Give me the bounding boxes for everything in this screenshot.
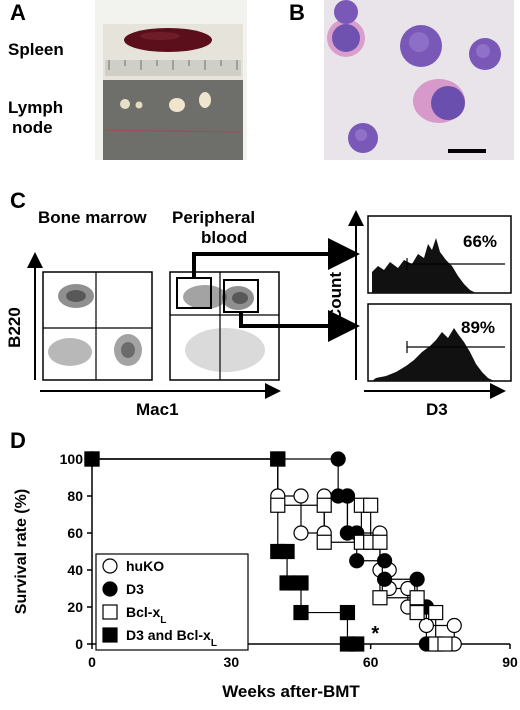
legend-marker — [102, 604, 118, 620]
series-point-huko — [418, 617, 434, 634]
lymph-node-3 — [169, 98, 185, 112]
legend-label: huKO — [126, 558, 164, 574]
series-point-d3-and-bcl-xl — [279, 575, 295, 591]
lymph-node-label-line1: Lymph — [8, 98, 64, 117]
y-tick-label: 60 — [67, 525, 83, 541]
gate-arrow-bottom — [239, 310, 360, 342]
y-tick-label: 20 — [67, 599, 83, 615]
panel-a-letter: A — [10, 0, 26, 25]
histogram-top-percent: 66% — [463, 232, 498, 251]
y-tick-label: 80 — [67, 488, 83, 504]
series-point-d3 — [330, 451, 346, 467]
histogram-top-fill — [372, 238, 476, 293]
series-point-bcl-xl — [372, 590, 388, 606]
blood-smear-photo — [324, 0, 514, 160]
smear-cells — [327, 0, 501, 153]
lymph-node-label-line2: node — [12, 118, 53, 137]
flow-cytometry-figure — [27, 210, 512, 399]
y-tick-label: 100 — [60, 451, 84, 467]
series-point-bcl-xl — [270, 497, 286, 513]
x-tick-label: 90 — [502, 654, 518, 670]
histogram-bottom-percent: 89% — [461, 318, 496, 337]
series-point-bcl-xl — [409, 590, 425, 606]
y-tick-label: 0 — [75, 636, 83, 652]
series-point-bcl-xl — [363, 497, 379, 513]
series-point-d3-and-bcl-xl — [293, 575, 309, 591]
panel-b-letter: B — [289, 0, 305, 25]
series-point-huko — [293, 488, 309, 504]
series-point-d3 — [339, 488, 356, 504]
legend-label-subscript: L — [160, 615, 166, 626]
series-point-bcl-xl — [428, 604, 444, 621]
lymph-node-4 — [199, 92, 211, 108]
legend-marker — [102, 558, 118, 574]
peripheral-blood-label-line2: blood — [201, 228, 248, 247]
spleen-lymph-photo — [95, 0, 247, 160]
legend-box — [95, 553, 249, 651]
x-tick-label: 60 — [363, 654, 379, 670]
x-tick-label: 0 — [88, 654, 96, 670]
series-point-bcl-xl — [372, 534, 388, 550]
legend-marker — [102, 581, 118, 597]
series-point-bcl-xl — [437, 636, 453, 652]
legend-label-subscript: L — [211, 638, 217, 649]
histogram-bottom-fill — [372, 328, 494, 381]
peripheral-blood-label-line1: Peripheral — [172, 208, 256, 227]
series-point-d3-and-bcl-xl — [349, 636, 365, 652]
lymph-node-2 — [135, 101, 143, 109]
count-axis-label: Count — [326, 271, 346, 322]
b220-axis-label: B220 — [4, 307, 24, 348]
series-point-bcl-xl — [409, 604, 425, 621]
series-point-bcl-xl — [316, 534, 332, 550]
series-point-d3 — [409, 571, 425, 587]
legend-marker — [102, 627, 118, 643]
series-point-d3-and-bcl-xl — [270, 451, 286, 467]
series-point-d3 — [377, 553, 393, 569]
spleen-organ — [124, 28, 212, 52]
mac1-axis-label: Mac1 — [136, 400, 179, 419]
legend-label: D3 — [126, 581, 144, 597]
y-axis-label: Survival rate (%) — [13, 489, 30, 614]
panel-c-letter: C — [10, 188, 26, 213]
x-tick-label: 30 — [224, 654, 240, 670]
series-point-d3-and-bcl-xl — [293, 604, 309, 621]
gate-arrow-top — [192, 238, 360, 278]
series-point-bcl-xl — [316, 497, 332, 513]
y-tick-label: 40 — [67, 562, 83, 578]
d3-axis-label: D3 — [426, 400, 448, 419]
series-point-huko — [293, 525, 309, 541]
lymph-node-1 — [120, 99, 130, 109]
bone-marrow-label: Bone marrow — [38, 208, 147, 227]
panel-d-letter: D — [10, 428, 26, 453]
series-point-huko — [446, 617, 462, 634]
series-point-d3 — [377, 571, 393, 587]
series-point-d3-and-bcl-xl — [84, 451, 100, 467]
spleen-label: Spleen — [8, 40, 64, 59]
significance-asterisk: * — [371, 623, 379, 645]
series-point-d3-and-bcl-xl — [279, 543, 295, 560]
series-point-d3 — [349, 553, 365, 569]
series-point-d3-and-bcl-xl — [339, 604, 356, 621]
x-axis-label: Weeks after-BMT — [222, 682, 360, 701]
